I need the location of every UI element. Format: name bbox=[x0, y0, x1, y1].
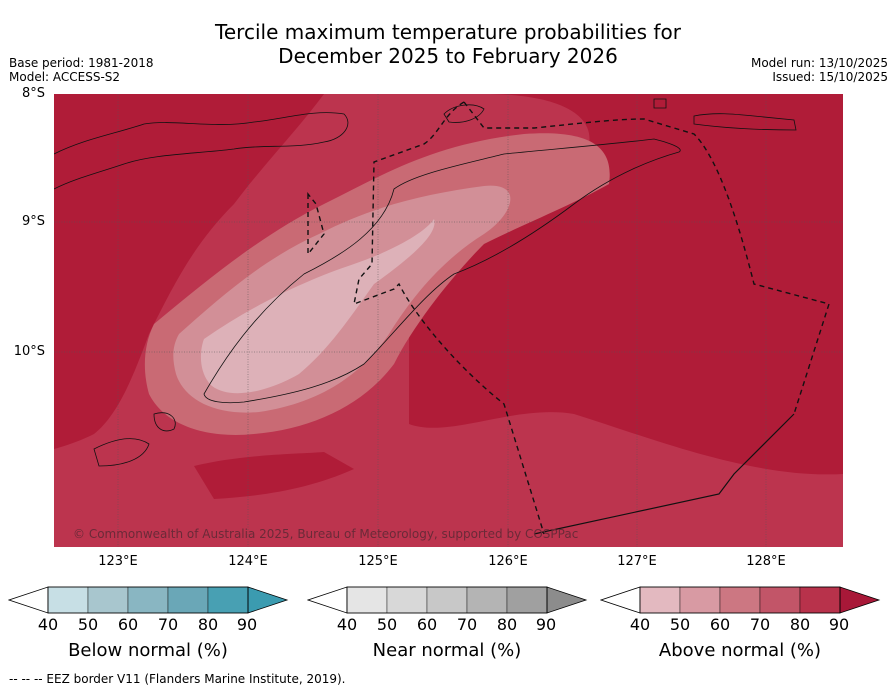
lon-label-125e: 125°E bbox=[358, 554, 398, 569]
colorbar-segment bbox=[719, 586, 761, 614]
copyright-notice: © Commonwealth of Australia 2025, Bureau… bbox=[73, 527, 579, 541]
eez-border-east bbox=[463, 101, 830, 415]
base-period: Base period: 1981-2018 bbox=[9, 56, 154, 70]
tick: 60 bbox=[709, 615, 731, 634]
colorbar-extend-high bbox=[839, 586, 881, 614]
map-fill-above-90-south bbox=[194, 452, 354, 499]
eez-border-south-solid bbox=[533, 413, 795, 535]
colorbar-segment bbox=[47, 586, 89, 614]
northeast-islands bbox=[653, 98, 797, 131]
rote-savu-islands bbox=[93, 412, 176, 467]
tick: 80 bbox=[197, 615, 219, 634]
map-fill-above-90-west bbox=[54, 94, 324, 449]
colorbar-extend-low bbox=[307, 586, 348, 614]
colorbar-frame bbox=[47, 586, 249, 614]
colorbar-segment bbox=[207, 586, 249, 614]
tick: 60 bbox=[117, 615, 139, 634]
coastlines bbox=[54, 98, 797, 467]
tick: 50 bbox=[77, 615, 99, 634]
colorbar-segment bbox=[386, 586, 428, 614]
tick: 40 bbox=[336, 615, 358, 634]
map-fill-above-90-east bbox=[409, 94, 843, 475]
colorbar-segment bbox=[466, 586, 508, 614]
colorbar-segment bbox=[759, 586, 801, 614]
tick: 80 bbox=[496, 615, 518, 634]
colorbar-near bbox=[307, 586, 588, 614]
timor-island bbox=[203, 138, 681, 404]
tick: 40 bbox=[37, 615, 59, 634]
eez-borders bbox=[307, 101, 830, 535]
meta-left: Base period: 1981-2018 Model: ACCESS-S2 bbox=[9, 56, 154, 84]
colorbar-extend-high bbox=[546, 586, 588, 614]
colorbar-segment bbox=[127, 586, 169, 614]
colorbar-segment bbox=[799, 586, 841, 614]
colorbar-extend-high bbox=[247, 586, 289, 614]
tick: 90 bbox=[535, 615, 557, 634]
tick: 80 bbox=[789, 615, 811, 634]
colorbar-frame bbox=[346, 586, 548, 614]
lon-label-128e: 128°E bbox=[746, 554, 786, 569]
lon-label-123e: 123°E bbox=[98, 554, 138, 569]
colorbar-segment bbox=[167, 586, 209, 614]
issued-date: Issued: 15/10/2025 bbox=[772, 70, 888, 84]
colorbar-below bbox=[8, 586, 289, 614]
lon-label-126e: 126°E bbox=[488, 554, 528, 569]
eez-border-oecusse bbox=[307, 192, 325, 256]
northern-islands bbox=[54, 112, 349, 190]
tick: 70 bbox=[157, 615, 179, 634]
colorbar-segment bbox=[639, 586, 681, 614]
lat-label-9s: 9°S bbox=[21, 214, 45, 229]
tick: 50 bbox=[376, 615, 398, 634]
model-name: Model: ACCESS-S2 bbox=[9, 70, 121, 84]
colorbar-extend-low bbox=[8, 586, 49, 614]
colorbar-extend-low bbox=[600, 586, 641, 614]
title-line-2: December 2025 to February 2026 bbox=[278, 44, 618, 68]
lon-label-127e: 127°E bbox=[617, 554, 657, 569]
tick: 40 bbox=[629, 615, 651, 634]
eez-footnote: -- -- -- EEZ border V11 (Flanders Marine… bbox=[9, 672, 346, 686]
title-line-1: Tercile maximum temperature probabilitie… bbox=[215, 20, 681, 44]
tick: 60 bbox=[416, 615, 438, 634]
map-title: Tercile maximum temperature probabilitie… bbox=[0, 20, 896, 68]
model-run: Model run: 13/10/2025 bbox=[750, 56, 888, 70]
eez-border-central bbox=[353, 101, 545, 535]
graticule bbox=[54, 94, 843, 547]
tick: 90 bbox=[236, 615, 258, 634]
colorbar-above bbox=[600, 586, 881, 614]
tick: 70 bbox=[456, 615, 478, 634]
tick: 90 bbox=[828, 615, 850, 634]
map-fill-above-50 bbox=[200, 219, 435, 394]
wetar-island bbox=[443, 104, 485, 123]
tick: 70 bbox=[749, 615, 771, 634]
lat-label-8s: 8°S bbox=[21, 86, 45, 101]
colorbar-segment bbox=[426, 586, 468, 614]
label-above: Above normal (%) bbox=[658, 640, 822, 661]
colorbar-segment bbox=[506, 586, 548, 614]
label-near: Near normal (%) bbox=[372, 640, 522, 661]
colorbar-segment bbox=[346, 586, 388, 614]
lat-label-10s: 10°S bbox=[13, 344, 45, 359]
lon-label-124e: 124°E bbox=[228, 554, 268, 569]
colorbar-segment bbox=[87, 586, 129, 614]
colorbar-frame bbox=[639, 586, 841, 614]
colorbar-segment bbox=[679, 586, 721, 614]
meta-right: Model run: 13/10/2025 Issued: 15/10/2025 bbox=[751, 56, 888, 84]
label-below: Below normal (%) bbox=[68, 640, 228, 661]
probability-map bbox=[54, 94, 843, 547]
tick: 50 bbox=[669, 615, 691, 634]
